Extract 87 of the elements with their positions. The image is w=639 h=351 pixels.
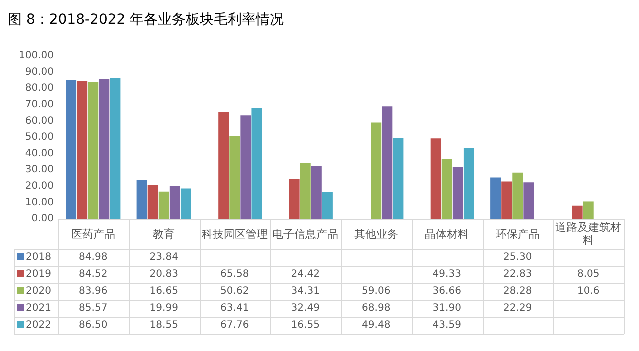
bar bbox=[322, 192, 333, 219]
bar bbox=[66, 80, 77, 219]
data-label: 84.52 bbox=[79, 269, 108, 280]
data-label: 59.06 bbox=[362, 286, 391, 297]
y-tick-label: 70.00 bbox=[25, 99, 54, 110]
data-label: 43.59 bbox=[432, 320, 462, 331]
bar bbox=[583, 202, 594, 219]
data-label: 16.65 bbox=[150, 286, 178, 297]
bar bbox=[230, 136, 240, 219]
data-label: 49.33 bbox=[432, 269, 462, 280]
legend-label: 2019 bbox=[25, 268, 52, 282]
bar bbox=[452, 167, 464, 219]
chart-title: 图 8：2018-2022 年各业务板块毛利率情况 bbox=[8, 11, 286, 30]
legend-label: 2020 bbox=[25, 285, 52, 299]
bar bbox=[490, 178, 502, 219]
data-label: 36.66 bbox=[432, 286, 462, 297]
y-tick-label: 10.00 bbox=[25, 197, 54, 208]
data-label: 84.98 bbox=[79, 252, 108, 263]
data-label: 16.55 bbox=[291, 320, 320, 331]
y-tick-label: 0.00 bbox=[32, 214, 54, 225]
bar bbox=[88, 82, 99, 219]
data-label: 67.76 bbox=[220, 320, 250, 331]
bar bbox=[524, 182, 534, 219]
bar bbox=[430, 138, 442, 219]
bar bbox=[289, 179, 300, 219]
bar bbox=[218, 112, 230, 219]
data-label: 22.83 bbox=[504, 269, 532, 280]
data-label: 63.41 bbox=[220, 303, 250, 314]
bar bbox=[170, 186, 180, 219]
bar bbox=[393, 138, 404, 219]
bar bbox=[180, 188, 192, 219]
bar bbox=[464, 148, 474, 219]
x-tick-label: 环保产品 bbox=[496, 228, 540, 240]
y-tick-label: 80.00 bbox=[25, 83, 54, 94]
data-label: 50.62 bbox=[220, 286, 250, 297]
data-label: 86.50 bbox=[79, 320, 108, 331]
bar bbox=[136, 180, 148, 219]
data-label: 31.90 bbox=[432, 303, 462, 314]
bar bbox=[240, 116, 252, 219]
legend-label: 2021 bbox=[25, 302, 52, 316]
y-tick-label: 30.00 bbox=[25, 164, 54, 176]
bar bbox=[110, 78, 121, 219]
bar bbox=[382, 106, 393, 219]
bar bbox=[442, 159, 452, 219]
data-label: 85.57 bbox=[79, 303, 108, 314]
bar bbox=[572, 206, 583, 219]
data-label: 22.29 bbox=[504, 303, 532, 314]
bar bbox=[512, 172, 524, 219]
bar bbox=[311, 166, 322, 219]
x-tick-label: 医药产品 bbox=[71, 228, 116, 240]
y-tick-label: 40.00 bbox=[25, 148, 54, 160]
data-label: 28.28 bbox=[504, 286, 532, 297]
data-label: 65.58 bbox=[220, 269, 250, 280]
x-tick-label: 教育 bbox=[153, 228, 176, 240]
bar bbox=[158, 192, 170, 219]
legend-label: 2018 bbox=[25, 251, 52, 266]
data-label: 24.42 bbox=[291, 269, 320, 280]
data-label: 18.55 bbox=[150, 320, 178, 331]
bar bbox=[371, 122, 382, 219]
data-label: 68.98 bbox=[362, 303, 391, 314]
y-tick-label: 90.00 bbox=[25, 66, 54, 78]
legend-label: 2022 bbox=[25, 319, 52, 333]
y-tick-label: 20.00 bbox=[25, 180, 54, 192]
x-tick-label: 电子信息产品 bbox=[272, 228, 339, 240]
data-label: 19.99 bbox=[150, 303, 178, 314]
bar bbox=[148, 185, 158, 219]
x-tick-label: 道路及建筑材料 bbox=[556, 221, 622, 247]
x-tick-label: 晶体材料 bbox=[425, 228, 470, 240]
data-label: 20.83 bbox=[150, 269, 178, 280]
data-label: 34.31 bbox=[291, 286, 320, 297]
x-tick-label: 科技园区管理 bbox=[202, 228, 268, 240]
data-label: 25.30 bbox=[504, 252, 532, 263]
y-tick-label: 50.00 bbox=[25, 132, 54, 144]
data-label: 49.48 bbox=[362, 320, 391, 331]
bar bbox=[77, 81, 88, 219]
bar bbox=[502, 182, 512, 219]
x-tick-label: 其他业务 bbox=[354, 228, 398, 240]
y-tick-label: 100.00 bbox=[19, 50, 54, 62]
data-label: 8.05 bbox=[577, 269, 600, 280]
bar bbox=[300, 163, 311, 219]
y-tick-label: 60.00 bbox=[25, 116, 54, 127]
bar bbox=[252, 108, 262, 219]
data-label: 83.96 bbox=[79, 286, 108, 297]
data-label: 10.6 bbox=[577, 286, 600, 297]
bar bbox=[99, 80, 110, 219]
data-label: 32.49 bbox=[291, 303, 320, 314]
data-label: 23.84 bbox=[150, 252, 178, 263]
